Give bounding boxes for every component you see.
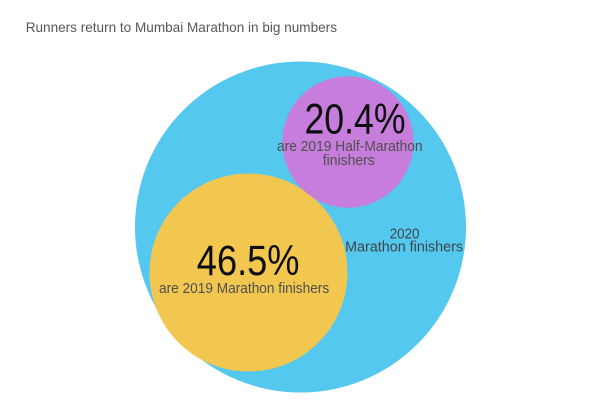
svg-text:are 2019 Half-Marathon: are 2019 Half-Marathon	[277, 139, 423, 155]
svg-text:20.4%: 20.4%	[305, 96, 406, 143]
svg-text:Marathon finishers: Marathon finishers	[345, 240, 463, 256]
svg-text:are 2019 Marathon finishers: are 2019 Marathon finishers	[159, 281, 329, 297]
svg-text:46.5%: 46.5%	[197, 238, 300, 285]
svg-text:finishers: finishers	[323, 153, 375, 169]
svg-text:2020: 2020	[390, 226, 420, 242]
svg-text:Runners return to Mumbai Marat: Runners return to Mumbai Marathon in big…	[26, 20, 337, 35]
